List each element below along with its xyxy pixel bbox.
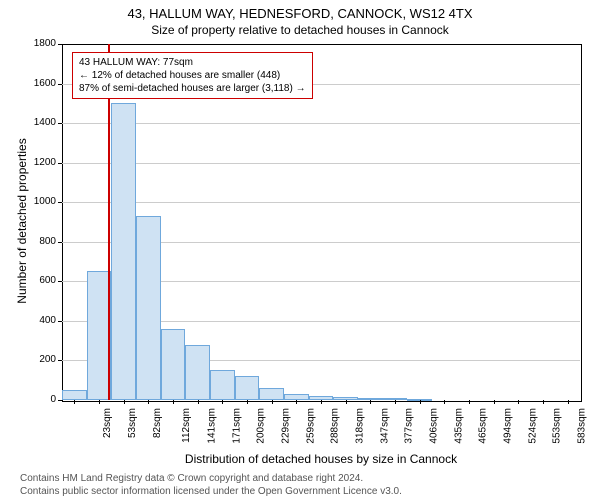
xtick bbox=[296, 400, 297, 404]
xtick-label: 82sqm bbox=[152, 408, 163, 438]
grid-line bbox=[62, 202, 580, 203]
ytick-label: 800 bbox=[22, 236, 56, 247]
ytick bbox=[58, 400, 62, 401]
ytick bbox=[58, 84, 62, 85]
histogram-bar bbox=[235, 376, 260, 400]
xtick-label: 171sqm bbox=[231, 408, 242, 444]
histogram-bar bbox=[111, 103, 136, 400]
chart-title: 43, HALLUM WAY, HEDNESFORD, CANNOCK, WS1… bbox=[0, 0, 600, 23]
xtick-label: 53sqm bbox=[127, 408, 138, 438]
annotation-line: 43 HALLUM WAY: 77sqm bbox=[79, 56, 306, 69]
ytick bbox=[58, 202, 62, 203]
xtick bbox=[543, 400, 544, 404]
chart-container: 43, HALLUM WAY, HEDNESFORD, CANNOCK, WS1… bbox=[0, 0, 600, 500]
histogram-bar bbox=[136, 216, 161, 400]
xtick bbox=[74, 400, 75, 404]
xtick-label: 406sqm bbox=[429, 408, 440, 444]
xtick bbox=[568, 400, 569, 404]
xtick-label: 583sqm bbox=[577, 408, 588, 444]
xtick-label: 377sqm bbox=[404, 408, 415, 444]
xtick bbox=[494, 400, 495, 404]
xtick bbox=[518, 400, 519, 404]
xtick bbox=[420, 400, 421, 404]
xtick bbox=[346, 400, 347, 404]
annotation-box: 43 HALLUM WAY: 77sqm← 12% of detached ho… bbox=[72, 52, 313, 99]
xtick-label: 141sqm bbox=[207, 408, 218, 444]
xtick bbox=[247, 400, 248, 404]
xtick bbox=[395, 400, 396, 404]
xtick bbox=[370, 400, 371, 404]
xtick-label: 524sqm bbox=[527, 408, 538, 444]
xtick-label: 23sqm bbox=[102, 408, 113, 438]
annotation-line: 87% of semi-detached houses are larger (… bbox=[79, 82, 306, 95]
xtick-label: 494sqm bbox=[503, 408, 514, 444]
ytick bbox=[58, 242, 62, 243]
xtick-label: 465sqm bbox=[478, 408, 489, 444]
xtick-label: 435sqm bbox=[453, 408, 464, 444]
chart-subtitle: Size of property relative to detached ho… bbox=[0, 23, 600, 41]
annotation-line: ← 12% of detached houses are smaller (44… bbox=[79, 69, 306, 82]
xtick bbox=[198, 400, 199, 404]
x-axis-label: Distribution of detached houses by size … bbox=[62, 452, 580, 466]
xtick bbox=[148, 400, 149, 404]
ytick-label: 400 bbox=[22, 315, 56, 326]
y-axis-label: Number of detached properties bbox=[15, 121, 29, 321]
ytick-label: 0 bbox=[22, 394, 56, 405]
xtick-label: 288sqm bbox=[330, 408, 341, 444]
xtick bbox=[173, 400, 174, 404]
ytick bbox=[58, 321, 62, 322]
footer-attribution: Contains HM Land Registry data © Crown c… bbox=[20, 472, 402, 498]
histogram-bar bbox=[259, 388, 284, 400]
ytick-label: 1600 bbox=[22, 78, 56, 89]
ytick-label: 1200 bbox=[22, 157, 56, 168]
xtick-label: 229sqm bbox=[281, 408, 292, 444]
grid-line bbox=[62, 123, 580, 124]
ytick-label: 200 bbox=[22, 354, 56, 365]
footer-line: Contains public sector information licen… bbox=[20, 485, 402, 498]
ytick-label: 1800 bbox=[22, 38, 56, 49]
ytick-label: 1400 bbox=[22, 117, 56, 128]
xtick-label: 200sqm bbox=[256, 408, 267, 444]
ytick bbox=[58, 44, 62, 45]
xtick bbox=[272, 400, 273, 404]
xtick bbox=[321, 400, 322, 404]
ytick bbox=[58, 123, 62, 124]
histogram-bar bbox=[161, 329, 186, 400]
histogram-bar bbox=[185, 345, 210, 400]
ytick-label: 1000 bbox=[22, 196, 56, 207]
ytick bbox=[58, 163, 62, 164]
xtick bbox=[469, 400, 470, 404]
xtick-label: 112sqm bbox=[181, 408, 192, 443]
xtick bbox=[124, 400, 125, 404]
xtick-label: 318sqm bbox=[355, 408, 366, 444]
grid-line bbox=[62, 163, 580, 164]
histogram-bar bbox=[210, 370, 235, 400]
footer-line: Contains HM Land Registry data © Crown c… bbox=[20, 472, 402, 485]
ytick bbox=[58, 281, 62, 282]
xtick bbox=[99, 400, 100, 404]
xtick-label: 259sqm bbox=[305, 408, 316, 444]
xtick bbox=[222, 400, 223, 404]
xtick-label: 553sqm bbox=[552, 408, 563, 444]
histogram-bar bbox=[62, 390, 87, 400]
ytick bbox=[58, 360, 62, 361]
xtick bbox=[444, 400, 445, 404]
xtick-label: 347sqm bbox=[379, 408, 390, 444]
ytick-label: 600 bbox=[22, 275, 56, 286]
